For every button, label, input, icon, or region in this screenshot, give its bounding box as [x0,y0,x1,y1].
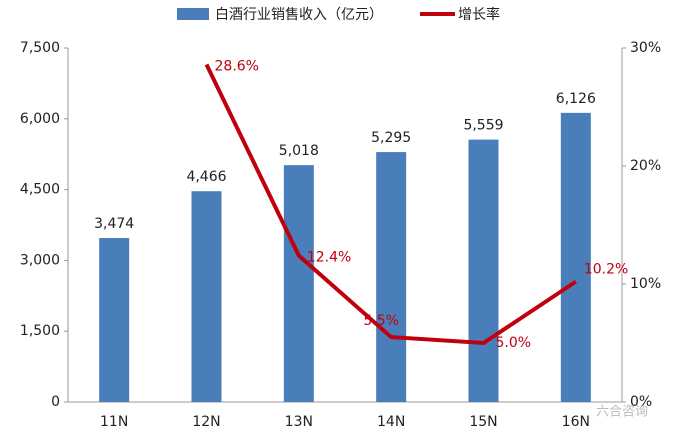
bar-value-label: 4,466 [186,169,226,185]
bar [283,165,314,402]
line-value-label: 5.5% [363,313,399,329]
x-tick-label: 13N [285,414,313,430]
y-tick-label: 1,500 [20,323,60,339]
bar-value-label: 6,126 [556,91,596,107]
x-tick-label: 15N [469,414,497,430]
y-tick-label: 3,000 [20,252,60,268]
line-value-label: 28.6% [215,59,259,75]
x-tick-label: 14N [377,414,405,430]
bar [468,139,499,402]
watermark: 六合咨询 [596,405,648,420]
y-tick-label: 7,500 [20,40,60,56]
y2-tick-label: 0% [630,394,652,410]
y-tick-label: 4,500 [20,182,60,198]
line-value-label: 10.2% [584,262,628,278]
legend-label: 增长率 [458,6,500,23]
y2-tick-label: 20% [630,158,661,174]
bar-value-label: 5,018 [279,143,319,159]
bar-value-label: 5,295 [371,130,411,146]
line-value-label: 5.0% [496,335,532,351]
legend-label: 白酒行业销售收入（亿元） [215,7,383,23]
legend-swatch [177,8,209,20]
line-value-label: 12.4% [307,250,351,266]
x-tick-label: 12N [192,414,220,430]
x-tick-label: 11N [100,414,128,430]
y2-tick-label: 30% [630,40,661,56]
bar [99,238,130,402]
y-tick-label: 6,000 [20,111,60,127]
y-tick-label: 0 [51,394,60,410]
bar [191,191,222,402]
bar [376,152,407,402]
y2-tick-label: 10% [630,276,661,292]
bar-value-label: 3,474 [94,216,134,232]
bar-value-label: 5,559 [463,118,503,134]
x-tick-label: 16N [562,414,590,430]
line [204,63,577,346]
bar [560,112,591,403]
